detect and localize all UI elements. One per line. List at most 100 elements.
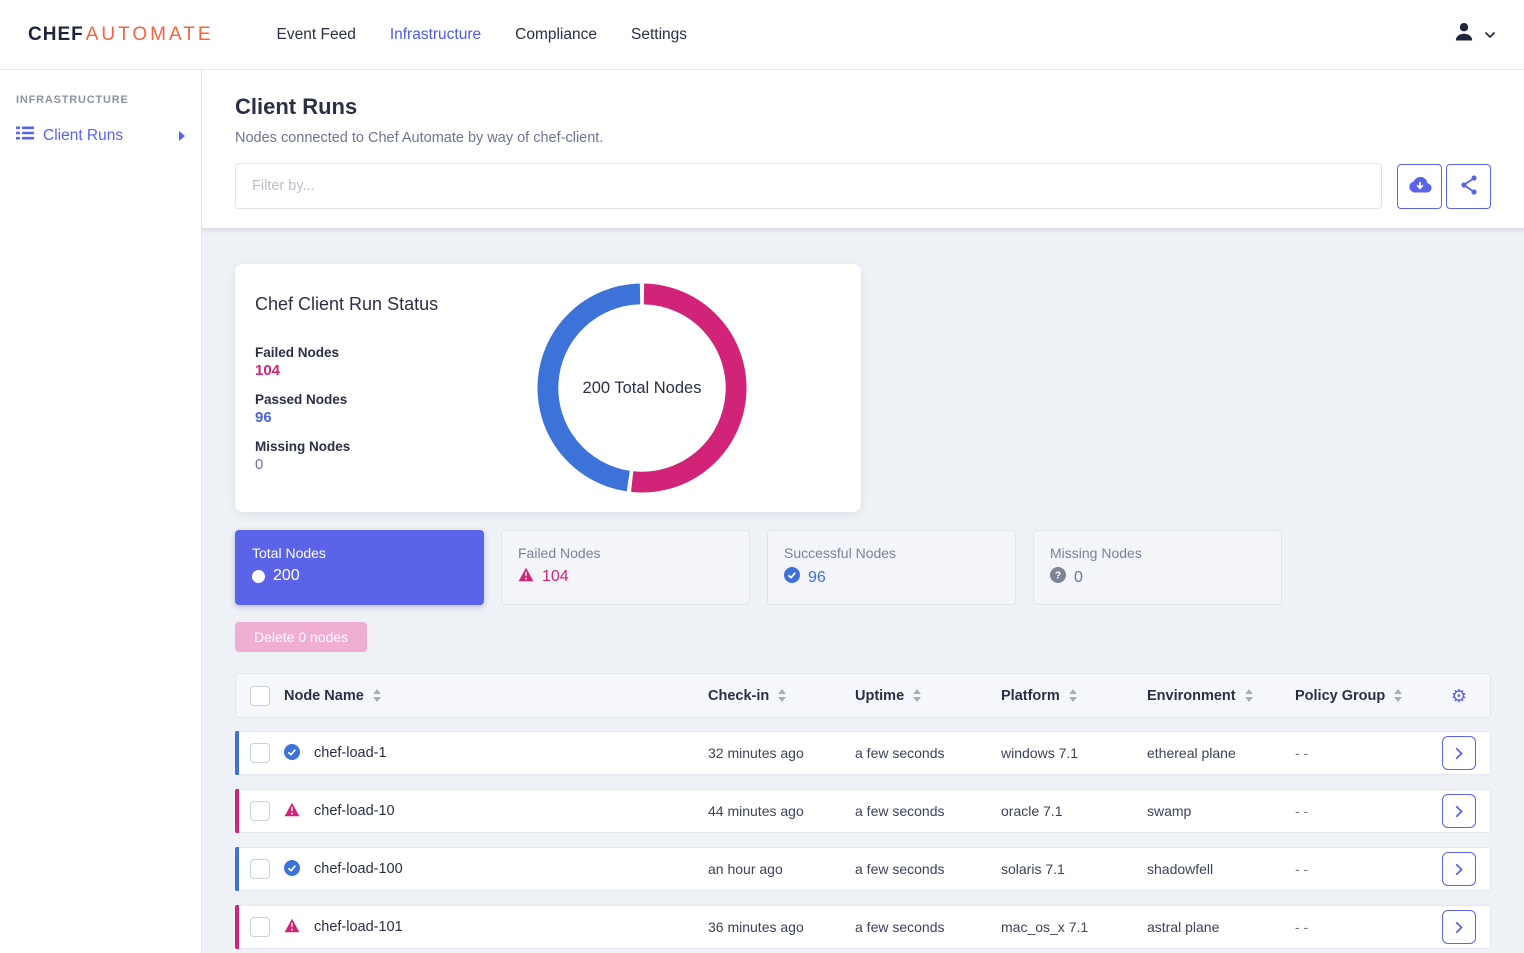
circle-icon [252,569,265,583]
column-uptime[interactable]: Uptime [855,688,1001,704]
table-header: Node Name Check-in Uptime Platform [235,673,1491,718]
failure-status-icon [284,918,300,936]
chevron-down-icon [1484,26,1496,44]
table-row[interactable]: chef-load-101 36 minutes ago a few secon… [235,905,1491,949]
check-in-value: 44 minutes ago [708,803,804,819]
sort-icon [913,689,922,702]
nav-compliance[interactable]: Compliance [515,25,597,43]
sort-icon [372,689,381,702]
question-circle-icon: ? [1050,567,1066,588]
sidebar-item-client-runs[interactable]: Client Runs [0,120,201,151]
environment-value: shadowfell [1147,861,1214,877]
donut-slice-failed-nodes [631,283,747,493]
node-name[interactable]: chef-load-1 [314,745,387,761]
row-checkbox[interactable] [250,801,270,821]
node-name[interactable]: chef-load-100 [314,861,403,877]
column-node-name[interactable]: Node Name [284,688,708,704]
platform-value: windows 7.1 [1001,745,1079,761]
environment-value: astral plane [1147,919,1220,935]
environment-value: ethereal plane [1147,745,1236,761]
node-name[interactable]: chef-load-10 [314,803,395,819]
page-subtitle: Nodes connected to Chef Automate by way … [235,130,604,146]
nav-event-feed[interactable]: Event Feed [276,25,356,43]
summary-card-successful[interactable]: Successful Nodes 96 [767,530,1016,605]
filter-row [235,163,1491,209]
summary-card-missing[interactable]: Missing Nodes ? 0 [1033,530,1282,605]
main-content: Client Runs Nodes connected to Chef Auto… [202,70,1524,953]
chef-automate-logo: CHEF AUTOMATE [28,24,214,46]
row-detail-button[interactable] [1442,852,1476,886]
row-checkbox[interactable] [250,743,270,763]
column-environment[interactable]: Environment [1147,688,1295,704]
missing-count: 0 [255,456,264,473]
page-header-section: Client Runs Nodes connected to Chef Auto… [202,70,1524,228]
share-button[interactable] [1446,164,1491,209]
row-detail-button[interactable] [1442,794,1476,828]
sidebar-section-label: INFRASTRUCTURE [16,94,129,106]
top-nav: CHEF AUTOMATE Event Feed Infrastructure C… [0,0,1524,70]
list-icon [16,126,34,145]
primary-nav: Event Feed Infrastructure Compliance Set… [277,26,687,44]
delete-nodes-button[interactable]: Delete 0 nodes [235,622,368,652]
check-circle-icon [784,567,800,588]
passed-count: 96 [255,409,272,426]
donut-chart: 200 Total Nodes [537,283,747,493]
table-row[interactable]: chef-load-100 an hour ago a few seconds … [235,847,1491,891]
check-in-value: an hour ago [708,861,783,877]
policy-group-value: - - [1295,745,1309,761]
chevron-right-icon [179,130,185,141]
svg-text:?: ? [1055,570,1061,582]
user-menu[interactable] [1452,20,1496,49]
sort-icon [1068,689,1077,702]
column-check-in[interactable]: Check-in [708,688,855,704]
donut-slice-passed-nodes [537,283,641,492]
row-checkbox[interactable] [250,917,270,937]
failed-count: 104 [255,362,281,379]
sort-icon [778,689,787,702]
column-policy-group[interactable]: Policy Group [1295,688,1427,704]
platform-value: mac_os_x 7.1 [1001,919,1089,935]
sort-icon [1394,689,1403,702]
share-icon [1459,174,1479,199]
nav-settings[interactable]: Settings [631,25,688,43]
cloud-download-icon [1408,176,1432,197]
logo-chef: CHEF [28,23,84,45]
logo-automate: AUTOMATE [85,23,214,45]
summary-card-failed[interactable]: Failed Nodes 104 [501,530,750,605]
table-row[interactable]: chef-load-10 44 minutes ago a few second… [235,789,1491,833]
client-run-status-panel: Chef Client Run Status Failed Nodes 104 … [235,264,861,512]
select-all-checkbox[interactable] [250,685,270,706]
nodes-table: Node Name Check-in Uptime Platform [235,673,1491,949]
filter-input[interactable] [235,163,1382,209]
row-checkbox[interactable] [250,859,270,879]
uptime-value: a few seconds [855,861,945,877]
legend-missing: Missing Nodes 0 [255,439,861,473]
user-avatar-icon [1452,20,1476,49]
environment-value: swamp [1147,803,1192,819]
table-body: chef-load-1 32 minutes ago a few seconds… [235,731,1491,949]
row-detail-button[interactable] [1442,910,1476,944]
platform-value: solaris 7.1 [1001,861,1065,877]
nav-infrastructure[interactable]: Infrastructure [389,25,482,43]
gear-icon[interactable]: ⚙ [1450,685,1468,706]
summary-cards: Total Nodes 200 Failed Nodes 104 [235,530,1491,605]
platform-value: oracle 7.1 [1001,803,1063,819]
sidebar-item-label: Client Runs [43,126,124,144]
policy-group-value: - - [1295,919,1309,935]
page-title: Client Runs [235,94,358,119]
table-row[interactable]: chef-load-1 32 minutes ago a few seconds… [235,731,1491,775]
summary-card-total[interactable]: Total Nodes 200 [235,530,484,605]
sidebar: INFRASTRUCTURE Client Runs [0,70,202,953]
status-panel-title: Chef Client Run Status [255,294,439,314]
status-legend: Failed Nodes 104 Passed Nodes 96 Missing… [255,345,861,473]
download-button[interactable] [1397,164,1442,209]
row-detail-button[interactable] [1442,736,1476,770]
check-in-value: 32 minutes ago [708,745,804,761]
column-platform[interactable]: Platform [1001,688,1147,704]
sort-icon [1244,689,1253,702]
uptime-value: a few seconds [855,745,945,761]
success-status-icon [284,743,300,763]
legend-failed: Failed Nodes 104 [255,345,861,379]
warning-triangle-icon [518,567,534,587]
node-name[interactable]: chef-load-101 [314,919,403,935]
